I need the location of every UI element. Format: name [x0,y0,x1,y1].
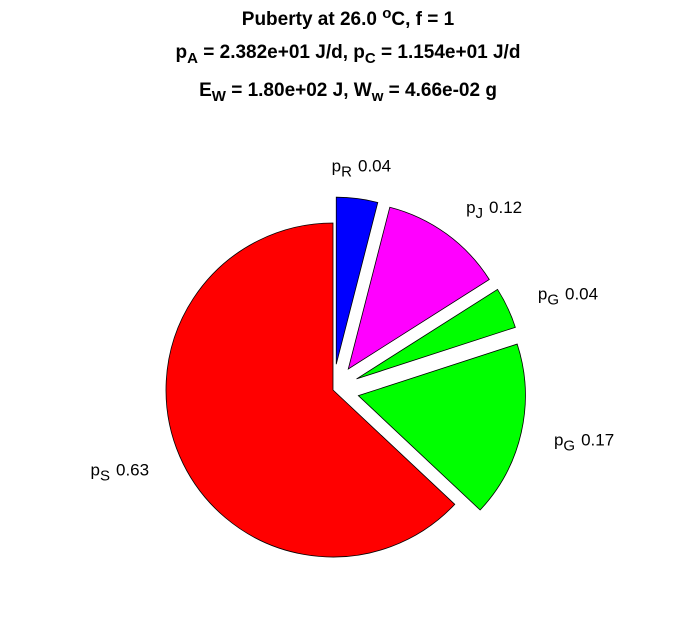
slice-label: pJ 0.12 [466,198,522,222]
title-part: A [187,50,198,67]
title-part: = 2.382e+01 J/d, p [198,42,365,63]
title-part: = 1.80e+02 J, W [226,80,372,101]
label-value: 0.04 [358,156,391,175]
slice-label: pR 0.04 [332,156,391,180]
title-part: = 1.154e+01 J/d [376,42,521,63]
title-part: w [371,88,384,105]
label-sub: J [476,205,484,222]
title-part: p [176,42,188,63]
label-sub: S [100,468,110,485]
title-part: C [365,50,376,67]
label-sub: R [341,164,352,181]
pie-slice [335,196,379,365]
label-value: 0.04 [565,285,598,304]
title-part: C, f = 1 [391,9,454,30]
label-value: 0.63 [116,461,149,480]
chart-title: pA = 2.382e+01 J/d, pC = 1.154e+01 J/d [176,42,521,67]
chart-title: Puberty at 26.0 oC, f = 1 [242,5,455,30]
title-part: Puberty at 26.0 [242,9,382,30]
pie-slice [356,288,516,380]
label-text: p [466,198,475,217]
title-part: o [382,5,391,22]
title-part: E [199,80,212,101]
label-text: p [332,156,341,175]
label-text: p [91,461,100,480]
slice-label: pS 0.63 [91,461,150,485]
pie-slice [347,206,490,370]
slice-label: pG 0.04 [538,285,598,309]
label-text: p [538,285,547,304]
label-sub: G [547,292,559,309]
slice-label: pG 0.17 [554,430,614,454]
label-value: 0.17 [581,430,614,449]
label-text: p [554,430,563,449]
title-part: W [212,88,227,105]
chart-title: EW = 1.80e+02 J, Ww = 4.66e-02 g [199,80,497,105]
label-sub: G [563,438,575,455]
pie-slice [357,343,526,511]
pie-slice [165,222,456,558]
label-value: 0.12 [489,198,522,217]
title-part: = 4.66e-02 g [383,80,497,101]
